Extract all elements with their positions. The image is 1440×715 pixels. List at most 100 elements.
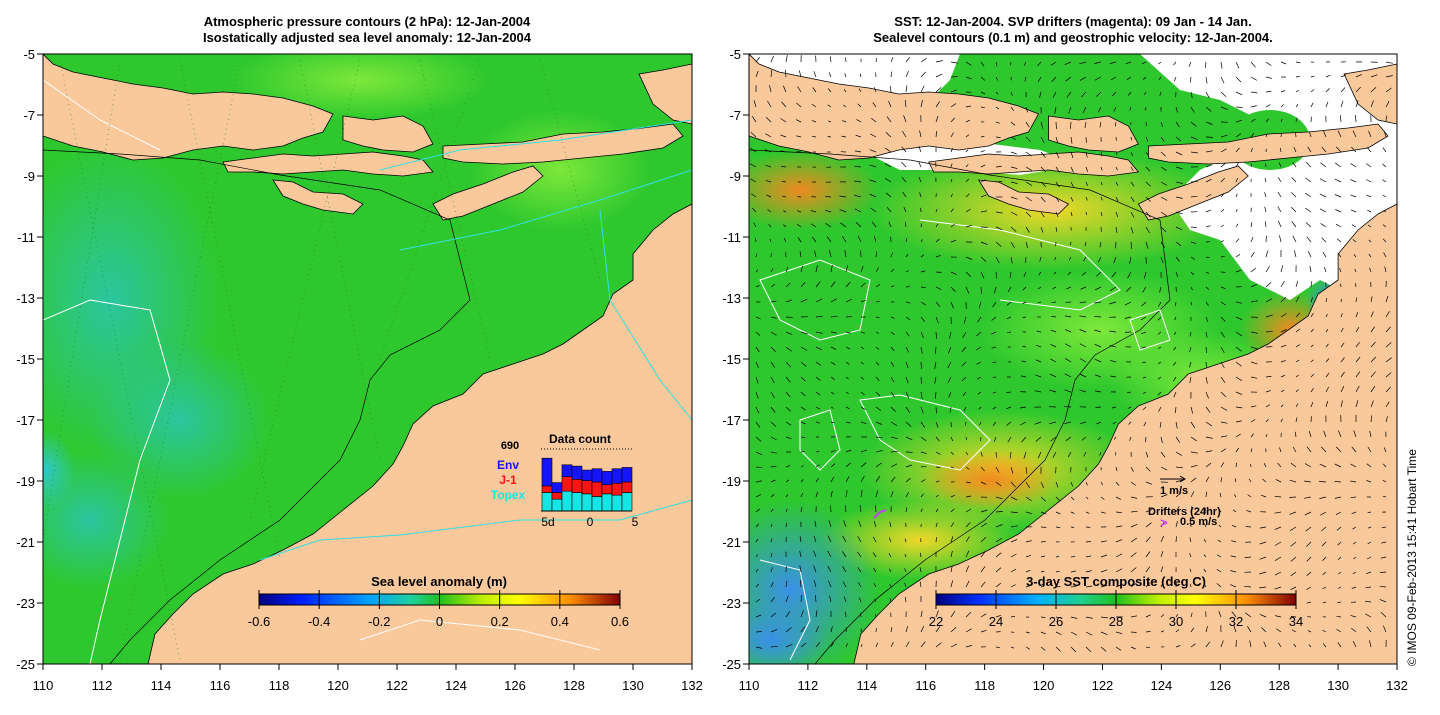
y-tick-label: -7	[729, 108, 741, 123]
inset-bar-topex	[592, 496, 602, 511]
colorbar-tick-label: 28	[1109, 614, 1123, 629]
inset-xtick-0: 0	[587, 515, 594, 529]
velocity-vector	[921, 377, 922, 384]
velocity-vector	[1071, 527, 1074, 528]
velocity-vector	[1064, 407, 1071, 408]
right-green-break-2	[1000, 50, 1120, 110]
velocity-vector	[831, 506, 832, 513]
inset-bar-topex	[602, 494, 612, 511]
velocity-vector	[1289, 497, 1296, 498]
y-tick-label: -5	[729, 47, 741, 62]
left-title-line2: Isostatically adjusted sea level anomaly…	[203, 30, 532, 45]
colorbar-tick-label: 0.4	[551, 614, 569, 629]
velocity-vector	[936, 537, 937, 542]
x-tick-label: 124	[1151, 678, 1173, 693]
inset-bar-env	[582, 470, 592, 481]
velocity-vector	[1131, 632, 1137, 633]
x-tick-label: 112	[92, 678, 113, 693]
inset-bar-env	[602, 471, 612, 484]
y-tick-label: -7	[23, 108, 35, 123]
inset-bar-topex	[622, 493, 632, 511]
inset-bar-topex	[572, 493, 582, 511]
y-tick-label: -21	[16, 535, 35, 550]
x-tick-label: 132	[681, 678, 703, 693]
velocity-vector	[981, 287, 982, 294]
velocity-vector	[1011, 62, 1012, 65]
x-tick-label: 118	[269, 678, 290, 693]
left-sla-cyan-patch	[16, 430, 76, 510]
velocity-vector	[936, 407, 937, 413]
x-tick-label: 122	[1092, 678, 1114, 693]
colorbar-tick-label: 32	[1229, 614, 1243, 629]
inset-bar-env	[622, 467, 632, 482]
velocity-vector	[828, 137, 831, 138]
x-tick-label: 124	[445, 678, 467, 693]
x-tick-label: 114	[151, 678, 172, 693]
right-title-line2: Sealevel contours (0.1 m) and geostrophi…	[873, 30, 1273, 45]
y-tick-label: -19	[722, 474, 741, 489]
x-tick-label: 114	[856, 678, 877, 693]
y-tick-label: -15	[722, 352, 741, 367]
inset-legend-topex: Topex	[491, 488, 526, 502]
y-tick-label: -19	[16, 474, 35, 489]
y-tick-label: -13	[16, 291, 35, 306]
inset-bar-env	[552, 483, 562, 493]
x-tick-label: 120	[327, 678, 349, 693]
inset-bar-env	[572, 466, 582, 479]
velocity-vector	[1236, 107, 1243, 108]
colorbar-tick-label: 0.2	[491, 614, 509, 629]
left-title-line1: Atmospheric pressure contours (2 hPa): 1…	[204, 14, 531, 29]
y-tick-label: -5	[23, 47, 35, 62]
y-tick-label: -23	[16, 596, 35, 611]
y-tick-label: -25	[16, 657, 35, 672]
velocity-vector	[1386, 116, 1387, 122]
velocity-vector	[1086, 542, 1091, 543]
y-tick-label: -13	[722, 291, 741, 306]
inset-bar-env	[612, 469, 622, 484]
velocity-vector	[756, 632, 762, 633]
inset-bar-env	[562, 465, 572, 477]
velocity-vector	[1341, 299, 1342, 302]
colorbar-tick-label: 22	[929, 614, 943, 629]
velocity-vector	[825, 197, 831, 198]
inset-bar-env	[592, 469, 602, 482]
inset-legend-j1: J-1	[499, 473, 517, 487]
velocity-vector	[846, 317, 852, 318]
y-tick-label: -11	[17, 230, 35, 245]
colorbar-tick-label: 0.6	[611, 614, 629, 629]
colorbar-tick-label: 30	[1169, 614, 1183, 629]
x-tick-label: 130	[622, 678, 644, 693]
colorbar-tick-label: 24	[989, 614, 1003, 629]
inset-bar-topex	[582, 494, 592, 511]
inset-bar-topex	[562, 491, 572, 511]
x-tick-label: 120	[1033, 678, 1055, 693]
inset-bar-j1	[592, 482, 602, 497]
inset-bar-topex	[612, 495, 622, 511]
inset-bar-topex	[542, 493, 552, 511]
y-tick-label: -15	[16, 352, 35, 367]
inset-bar-j1	[612, 483, 622, 495]
y-tick-label: -9	[23, 169, 35, 184]
inset-bar-j1	[572, 479, 582, 492]
inset-total: 690	[501, 440, 519, 452]
right-title-line1: SST: 12-Jan-2004. SVP drifters (magenta)…	[894, 14, 1251, 29]
y-tick-label: -17	[16, 413, 35, 428]
inset-bar-j1	[622, 482, 632, 493]
y-tick-label: -21	[722, 535, 741, 550]
credit-text: © IMOS 09-Feb-2013 15:41 Hobart Time	[1405, 449, 1419, 666]
velocity-vector	[1251, 464, 1252, 467]
velocity-vector	[1311, 281, 1312, 287]
inset-bar-j1	[562, 477, 572, 492]
velocity-vector	[1356, 283, 1357, 287]
x-tick-label: 118	[974, 678, 995, 693]
right-colorbar-title: 3-day SST composite (deg C)	[1026, 574, 1206, 589]
inset-legend-env: Env	[497, 458, 519, 472]
x-tick-label: 116	[915, 678, 936, 693]
velocity-vector	[1080, 302, 1086, 303]
inset-bar-j1	[602, 485, 612, 494]
y-tick-label: -17	[722, 413, 741, 428]
x-tick-label: 122	[386, 678, 408, 693]
